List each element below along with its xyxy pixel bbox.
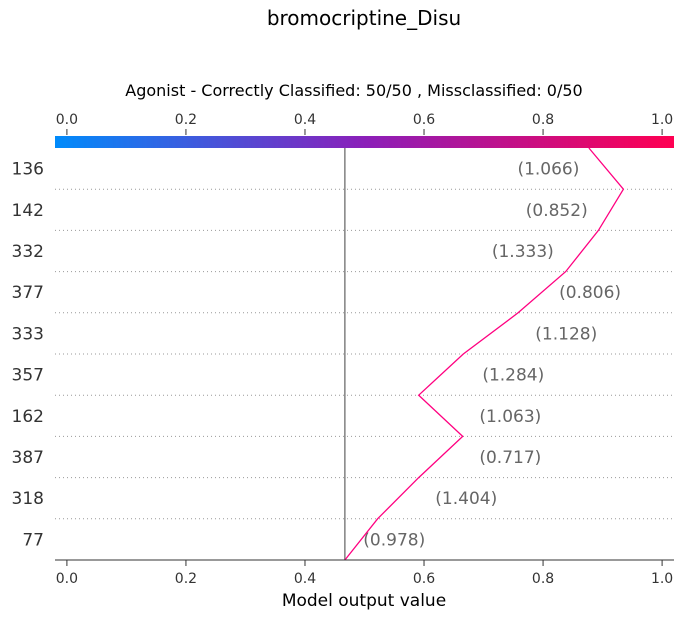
top-tick-label: 0.8 [532, 112, 554, 128]
feature-label: 387 [12, 448, 44, 468]
bottom-axis: 0.0 0.2 0.4 0.6 0.8 1.0 [56, 560, 673, 587]
top-tick-label: 0.2 [175, 112, 197, 128]
feature-label: 377 [12, 283, 44, 303]
feature-value-label: (0.852) [526, 201, 588, 221]
grid-lines [55, 188, 674, 520]
bottom-tick-label: 1.0 [651, 571, 673, 587]
feature-value-label: (1.284) [482, 366, 544, 386]
feature-labels: 136 142 332 377 333 357 162 387 318 77 [12, 160, 44, 551]
feature-label: 142 [12, 201, 44, 221]
chart-title: bromocriptine_Disu [267, 6, 461, 30]
bottom-tick-label: 0.6 [413, 571, 435, 587]
feature-value-label: (1.063) [479, 407, 541, 427]
feature-value-label: (1.333) [492, 242, 554, 262]
feature-value-label: (0.978) [363, 530, 425, 550]
feature-value-label: (1.128) [535, 324, 597, 344]
top-axis: 0.0 0.2 0.4 0.6 0.8 1.0 [56, 112, 673, 135]
feature-value-label: (0.717) [479, 448, 541, 468]
top-tick-label: 0.6 [413, 112, 435, 128]
feature-value-label: (1.066) [517, 160, 579, 180]
value-labels: (1.066) (0.852) (1.333) (0.806) (1.128) (1.28… [363, 160, 621, 551]
feature-label: 136 [12, 160, 44, 180]
feature-label: 333 [12, 324, 44, 344]
bottom-tick-label: 0.2 [175, 571, 197, 587]
colorbar [55, 136, 674, 148]
top-tick-label: 0.0 [56, 112, 78, 128]
feature-label: 77 [22, 530, 44, 550]
feature-label: 332 [12, 242, 44, 262]
bottom-tick-label: 0.8 [532, 571, 554, 587]
feature-value-label: (0.806) [559, 283, 621, 303]
decision-path [344, 147, 625, 561]
feature-label: 162 [12, 407, 44, 427]
top-tick-label: 1.0 [651, 112, 673, 128]
bottom-tick-label: 0.0 [56, 571, 78, 587]
top-tick-label: 0.4 [294, 112, 316, 128]
feature-label: 318 [12, 489, 44, 509]
chart-subtitle: Agonist - Correctly Classified: 50/50 , … [125, 81, 582, 100]
bottom-tick-label: 0.4 [294, 571, 316, 587]
feature-value-label: (1.404) [435, 489, 497, 509]
x-axis-title: Model output value [282, 591, 446, 611]
feature-label: 357 [12, 366, 44, 386]
